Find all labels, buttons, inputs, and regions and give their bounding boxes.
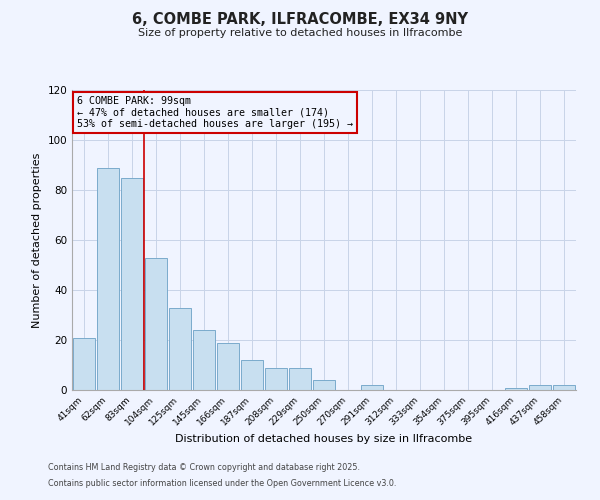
Bar [241,360,263,390]
Bar [145,258,167,390]
Bar [529,385,551,390]
Bar [289,368,311,390]
Bar [553,385,575,390]
Bar [313,380,335,390]
Bar [73,338,95,390]
Bar [193,330,215,390]
Bar [121,178,143,390]
Text: Contains public sector information licensed under the Open Government Licence v3: Contains public sector information licen… [48,478,397,488]
Bar [505,388,527,390]
Bar [169,308,191,390]
Bar [217,342,239,390]
Bar [97,168,119,390]
X-axis label: Distribution of detached houses by size in Ilfracombe: Distribution of detached houses by size … [175,434,473,444]
Text: Size of property relative to detached houses in Ilfracombe: Size of property relative to detached ho… [138,28,462,38]
Bar [361,385,383,390]
Bar [265,368,287,390]
Text: 6 COMBE PARK: 99sqm
← 47% of detached houses are smaller (174)
53% of semi-detac: 6 COMBE PARK: 99sqm ← 47% of detached ho… [77,96,353,129]
Y-axis label: Number of detached properties: Number of detached properties [32,152,42,328]
Text: 6, COMBE PARK, ILFRACOMBE, EX34 9NY: 6, COMBE PARK, ILFRACOMBE, EX34 9NY [132,12,468,28]
Text: Contains HM Land Registry data © Crown copyright and database right 2025.: Contains HM Land Registry data © Crown c… [48,464,360,472]
